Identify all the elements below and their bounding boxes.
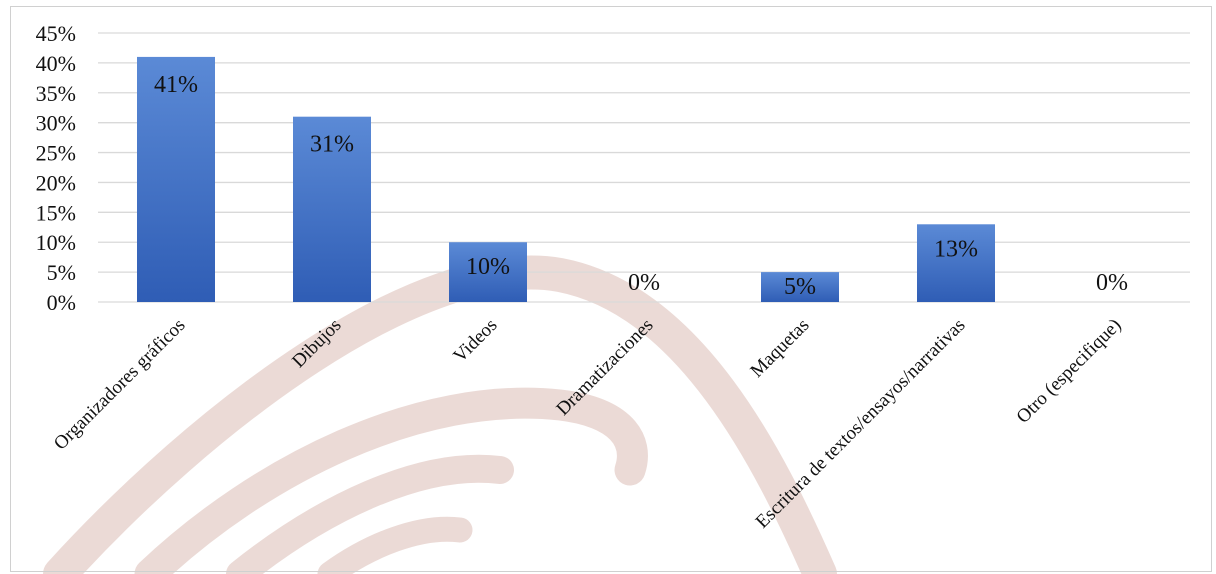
y-axis-ticks: 0% 5% 10% 15% 20% 25% 30% 35% 40% 45%	[36, 21, 76, 315]
y-tick-label: 30%	[36, 111, 76, 136]
data-label: 10%	[466, 254, 510, 280]
bar	[449, 242, 527, 302]
y-tick-label: 5%	[47, 260, 76, 285]
data-labels: 41% 31% 10% 0% 5% 13% 0%	[154, 72, 1128, 300]
watermark-arc	[317, 516, 473, 574]
y-tick-label: 40%	[36, 51, 76, 76]
data-label: 0%	[1096, 270, 1128, 296]
y-tick-label: 25%	[36, 141, 76, 166]
gridlines	[98, 32, 1190, 303]
y-tick-label: 45%	[36, 21, 76, 46]
watermark-arc	[43, 255, 837, 574]
bar	[761, 272, 839, 302]
data-label: 0%	[628, 270, 660, 296]
y-tick-label: 10%	[36, 230, 76, 255]
bars	[137, 56, 995, 303]
data-label: 31%	[310, 132, 354, 158]
bar	[293, 116, 371, 302]
y-tick-label: 20%	[36, 170, 76, 195]
data-label: 41%	[154, 72, 198, 98]
data-label: 13%	[934, 236, 978, 262]
watermark-arc	[134, 387, 648, 574]
bar	[137, 56, 215, 303]
y-tick-label: 15%	[36, 200, 76, 225]
bar	[917, 224, 995, 302]
watermark-graphic	[43, 255, 837, 574]
data-label: 5%	[784, 274, 816, 300]
y-tick-label: 0%	[47, 290, 76, 315]
chart-frame	[10, 6, 1212, 572]
y-tick-label: 35%	[36, 81, 76, 106]
watermark-arc	[226, 454, 514, 574]
